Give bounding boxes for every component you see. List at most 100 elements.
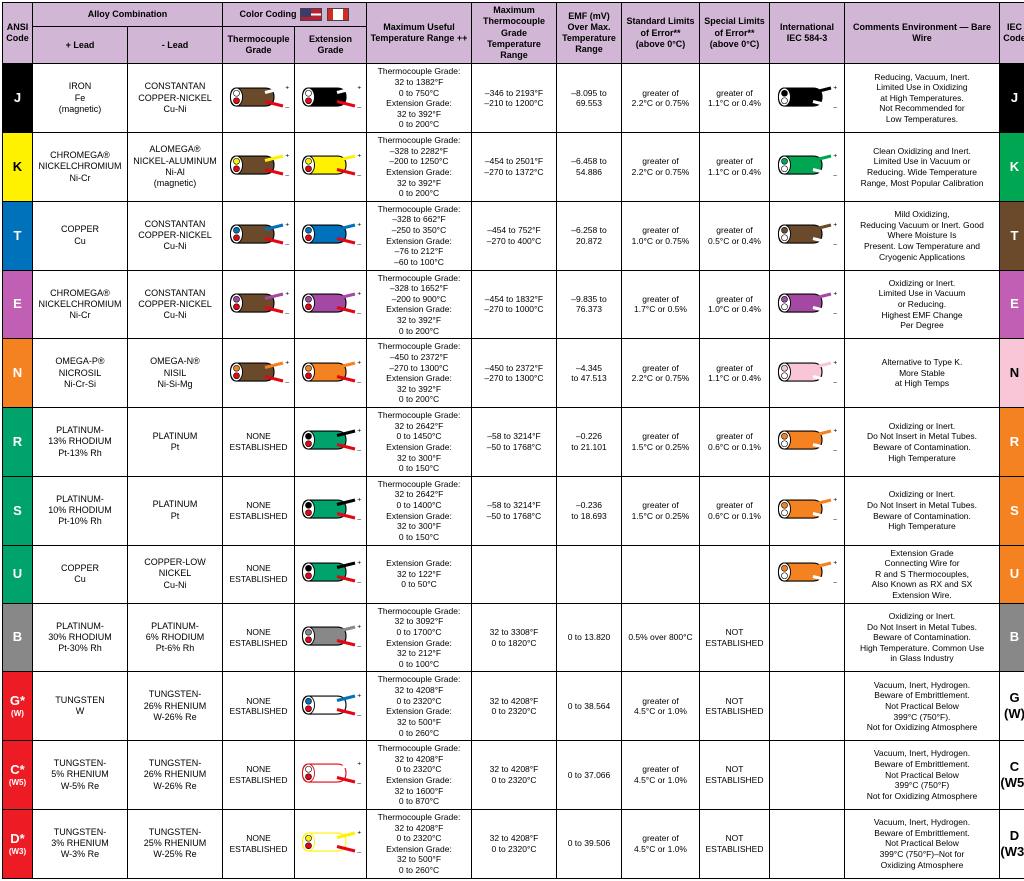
header-color-coding-text: Color Coding: [239, 9, 296, 19]
ext-grade-cell: + –: [295, 476, 367, 545]
std-err-cell: [622, 545, 700, 603]
std-err-cell: greater of1.5°C or 0.25%: [622, 476, 700, 545]
ansi-code-cell: K: [3, 133, 33, 202]
comments-cell: Vacuum, Inert, Hydrogen.Beware of Embrit…: [845, 809, 1000, 878]
max-tc-cell: –450 to 2372°F–270 to 1300°C: [472, 339, 557, 408]
table-row: KCHROMEGA®NICKELCHROMIUMNi-CrALOMEGA®NIC…: [3, 133, 1024, 202]
minus-lead: CONSTANTANCOPPER-NICKELCu-Ni: [128, 201, 223, 270]
svg-text:–: –: [833, 579, 837, 586]
ext-grade-cell: + –: [295, 64, 367, 133]
svg-text:+: +: [357, 428, 361, 435]
svg-text:–: –: [357, 104, 361, 111]
spec-err-cell: greater of1.1°C or 0.4%: [700, 64, 770, 133]
svg-text:+: +: [833, 359, 837, 366]
spec-err-cell: [700, 545, 770, 603]
ansi-code-cell: B: [3, 603, 33, 672]
wire-icon: + –: [301, 689, 361, 721]
svg-text:–: –: [357, 849, 361, 856]
svg-text:+: +: [285, 290, 289, 297]
header-plus: + Lead: [33, 27, 128, 64]
max-tc-cell: –454 to 752°F–270 to 400°C: [472, 201, 557, 270]
plus-lead: PLATINUM-13% RHODIUMPt-13% Rh: [33, 408, 128, 477]
iec-code-cell: C(W5): [1000, 741, 1024, 810]
max-tc-cell: 32 to 3308°F0 to 1820°C: [472, 603, 557, 672]
svg-text:+: +: [833, 153, 837, 160]
svg-text:–: –: [833, 516, 837, 523]
spec-err-cell: NOTESTABLISHED: [700, 672, 770, 741]
ext-grade-cell: + –: [295, 339, 367, 408]
ext-grade-cell: + –: [295, 270, 367, 339]
iec-code-cell: D(W3): [1000, 809, 1024, 878]
wire-icon: + –: [777, 149, 837, 181]
comments-cell: Vacuum, Inert, Hydrogen.Beware of Embrit…: [845, 672, 1000, 741]
wire-icon: + –: [229, 356, 289, 388]
svg-text:–: –: [357, 516, 361, 523]
svg-text:–: –: [833, 104, 837, 111]
ansi-code-cell: E: [3, 270, 33, 339]
table-row: JIRONFe(magnetic)CONSTANTANCOPPER-NICKEL…: [3, 64, 1024, 133]
ansi-code-cell: J: [3, 64, 33, 133]
emf-cell: [557, 545, 622, 603]
max-useful-cell: Thermocouple Grade:–328 to 1652°F–200 to…: [367, 270, 472, 339]
max-useful-cell: Thermocouple Grade:–328 to 662°F–250 to …: [367, 201, 472, 270]
svg-text:–: –: [357, 447, 361, 454]
minus-lead: PLATINUMPt: [128, 408, 223, 477]
plus-lead: OMEGA-P®NICROSILNi-Cr-Si: [33, 339, 128, 408]
svg-text:+: +: [833, 497, 837, 504]
header-spec-err: Special Limits of Error** (above 0°C): [700, 3, 770, 64]
iec-code-cell: S: [1000, 476, 1024, 545]
max-tc-cell: 32 to 4208°F0 to 2320°C: [472, 809, 557, 878]
tc-grade-cell: NONEESTABLISHED: [223, 672, 295, 741]
svg-text:+: +: [357, 497, 361, 504]
comments-cell: Alternative to Type K.More Stableat High…: [845, 339, 1000, 408]
minus-lead: CONSTANTANCOPPER-NICKELCu-Ni: [128, 270, 223, 339]
svg-text:–: –: [357, 712, 361, 719]
table-row: TCOPPERCuCONSTANTANCOPPER-NICKELCu-Ni + …: [3, 201, 1024, 270]
minus-lead: TUNGSTEN-25% RHENIUMW-25% Re: [128, 809, 223, 878]
flag-us-icon: [300, 8, 322, 21]
wire-icon: + –: [229, 218, 289, 250]
svg-text:–: –: [285, 241, 289, 248]
svg-text:+: +: [357, 290, 361, 297]
plus-lead: TUNGSTEN-3% RHENIUMW-3% Re: [33, 809, 128, 878]
svg-text:–: –: [357, 579, 361, 586]
wire-icon: + –: [777, 356, 837, 388]
max-useful-cell: Thermocouple Grade:32 to 2642°F0 to 1450…: [367, 408, 472, 477]
tc-grade-cell: NONEESTABLISHED: [223, 476, 295, 545]
header-std-err: Standard Limits of Error** (above 0°C): [622, 3, 700, 64]
table-row: G*(W)TUNGSTENWTUNGSTEN-26% RHENIUMW-26% …: [3, 672, 1024, 741]
tc-grade-cell: + –: [223, 133, 295, 202]
header-emf: EMF (mV) Over Max. Temperature Range: [557, 3, 622, 64]
spec-err-cell: NOTESTABLISHED: [700, 603, 770, 672]
wire-icon: + –: [301, 620, 361, 652]
iec584-cell: [770, 809, 845, 878]
svg-text:+: +: [357, 359, 361, 366]
iec-code-cell: E: [1000, 270, 1024, 339]
wire-icon: + –: [301, 424, 361, 456]
max-useful-cell: Thermocouple Grade:32 to 1382°F0 to 750°…: [367, 64, 472, 133]
svg-text:–: –: [833, 310, 837, 317]
std-err-cell: greater of1.5°C or 0.25%: [622, 408, 700, 477]
svg-text:–: –: [833, 379, 837, 386]
wire-icon: + –: [301, 287, 361, 319]
max-useful-cell: Extension Grade:32 to 122°F0 to 50°C: [367, 545, 472, 603]
thermocouple-table: ANSI Code Alloy Combination Color Coding…: [2, 2, 1024, 879]
wire-icon: + –: [229, 287, 289, 319]
minus-lead: ALOMEGA®NICKEL-ALUMINUMNi-Al(magnetic): [128, 133, 223, 202]
ansi-code-cell: G*(W): [3, 672, 33, 741]
minus-lead: OMEGA-N®NISILNi-Si-Mg: [128, 339, 223, 408]
svg-text:–: –: [285, 379, 289, 386]
ext-grade-cell: + –: [295, 545, 367, 603]
comments-cell: Oxidizing or Inert.Do Not Insert in Meta…: [845, 603, 1000, 672]
wire-icon: + –: [777, 218, 837, 250]
comments-cell: Oxidizing or Inert.Do Not Insert in Meta…: [845, 408, 1000, 477]
ansi-code-cell: N: [3, 339, 33, 408]
wire-icon: + –: [301, 149, 361, 181]
iec-code-cell: N: [1000, 339, 1024, 408]
svg-text:+: +: [285, 222, 289, 229]
svg-text:–: –: [285, 310, 289, 317]
plus-lead: PLATINUM-10% RHODIUMPt-10% Rh: [33, 476, 128, 545]
svg-text:–: –: [357, 379, 361, 386]
std-err-cell: greater of1.0°C or 0.75%: [622, 201, 700, 270]
ansi-code-cell: R: [3, 408, 33, 477]
